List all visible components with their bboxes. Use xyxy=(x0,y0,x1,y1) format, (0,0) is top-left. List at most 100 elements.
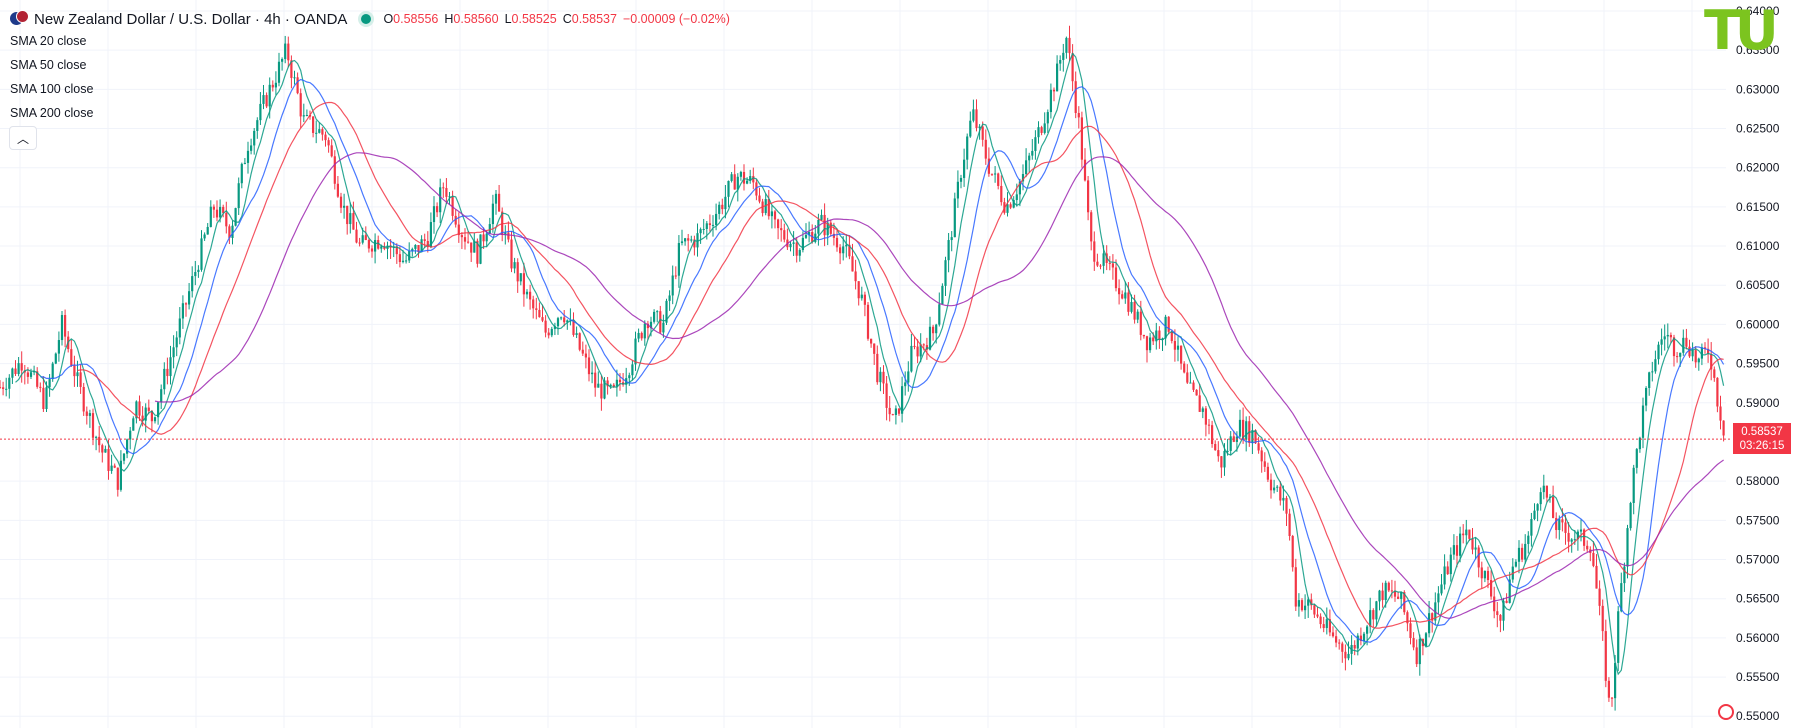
candle-body xyxy=(160,389,163,403)
candle-body xyxy=(1477,547,1480,568)
candle-body xyxy=(76,372,79,377)
candle-body xyxy=(1285,497,1288,514)
candle-body xyxy=(1607,680,1610,698)
candle-body xyxy=(1031,150,1034,156)
candle-body xyxy=(758,195,761,202)
currency-flag-icon[interactable] xyxy=(1718,704,1734,720)
candle-body xyxy=(212,206,215,210)
candle-body xyxy=(702,228,705,230)
candle-body xyxy=(1124,292,1127,299)
candle-body xyxy=(1555,517,1558,531)
chevron-up-icon[interactable]: ︿ xyxy=(9,126,37,150)
indicator-sma-100[interactable]: SMA 100 close xyxy=(10,82,94,96)
candle-body xyxy=(1273,487,1276,491)
candle-body xyxy=(1297,600,1300,607)
candle-body xyxy=(1304,605,1307,611)
candle-body xyxy=(1291,536,1294,568)
candle-body xyxy=(1077,112,1080,118)
candle-body xyxy=(101,445,104,453)
candle-body xyxy=(451,196,454,216)
candle-body xyxy=(938,304,941,325)
nzd-usd-flag-icon xyxy=(10,10,29,28)
candle-body xyxy=(739,171,742,177)
candle-body xyxy=(14,368,17,375)
candle-body xyxy=(1214,444,1217,451)
candle-body xyxy=(1459,533,1462,556)
candle-body xyxy=(1211,425,1214,445)
candle-body xyxy=(494,193,498,204)
candle-body xyxy=(172,347,175,358)
candle-body xyxy=(1037,127,1040,138)
candle-body xyxy=(1056,63,1059,92)
candle-body xyxy=(1325,619,1328,629)
candle-body xyxy=(26,372,29,377)
indicator-sma-20[interactable]: SMA 20 close xyxy=(10,34,87,48)
candle-body xyxy=(1170,331,1173,342)
y-tick-label: 0.62500 xyxy=(1736,122,1780,136)
candle-body xyxy=(783,230,786,240)
candle-body xyxy=(950,237,953,241)
candle-body xyxy=(1043,123,1046,133)
candle-body xyxy=(1530,519,1533,536)
candle-body xyxy=(932,326,935,334)
candle-body xyxy=(426,240,429,248)
candle-body xyxy=(1068,37,1071,54)
indicator-sma-50[interactable]: SMA 50 close xyxy=(10,58,87,72)
candle-body xyxy=(470,242,473,253)
candle-body xyxy=(1021,173,1025,182)
candle-body xyxy=(876,353,879,383)
candle-body xyxy=(374,240,377,252)
market-status-icon[interactable] xyxy=(361,14,372,24)
candle-body xyxy=(1486,570,1490,581)
y-tick-label: 0.59000 xyxy=(1736,396,1780,410)
candle-body xyxy=(222,206,225,213)
candle-body xyxy=(209,206,212,227)
candle-body xyxy=(39,386,42,388)
candle-body xyxy=(680,241,684,244)
candle-body xyxy=(110,465,113,471)
candle-body xyxy=(1052,89,1056,92)
candle-body xyxy=(1542,485,1545,493)
candle-body xyxy=(1666,334,1669,337)
candle-body xyxy=(262,95,265,104)
candle-body xyxy=(550,328,553,336)
candle-body xyxy=(882,371,885,384)
candle-body xyxy=(1468,529,1471,539)
candle-body xyxy=(2,387,5,389)
candle-body xyxy=(1564,522,1567,533)
candle-body xyxy=(944,260,947,286)
candle-body xyxy=(166,368,169,377)
candle-body xyxy=(687,238,690,241)
candle-body xyxy=(33,371,36,373)
candle-body xyxy=(277,61,281,83)
candle-body xyxy=(1133,301,1136,320)
candle-body xyxy=(696,233,699,248)
candle-body xyxy=(380,246,383,249)
candle-body xyxy=(516,262,519,282)
candle-body xyxy=(327,140,330,146)
candle-body xyxy=(705,223,708,229)
candle-body xyxy=(1142,334,1145,337)
candle-body xyxy=(1242,419,1245,440)
candle-body xyxy=(1152,337,1155,342)
candle-body xyxy=(1034,137,1037,151)
symbol-title[interactable]: New Zealand Dollar / U.S. Dollar · 4h · … xyxy=(34,10,348,28)
candle-body xyxy=(547,332,550,336)
candle-body xyxy=(1096,261,1099,266)
candle-body xyxy=(770,211,773,217)
candle-body xyxy=(777,219,780,229)
candle-body xyxy=(591,372,594,375)
candle-body xyxy=(1629,502,1632,529)
candle-body xyxy=(699,229,702,234)
candle-body xyxy=(1195,389,1198,396)
candle-body xyxy=(711,224,715,226)
indicator-sma-200[interactable]: SMA 200 close xyxy=(10,106,94,120)
candle-body xyxy=(966,136,969,160)
candle-body xyxy=(538,309,541,318)
candle-body xyxy=(1269,479,1273,491)
y-tick-label: 0.60000 xyxy=(1736,317,1780,331)
candle-body xyxy=(1443,566,1446,585)
candle-body xyxy=(1397,596,1400,599)
candle-body xyxy=(243,162,246,164)
